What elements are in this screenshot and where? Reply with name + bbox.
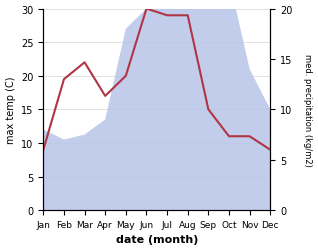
Y-axis label: med. precipitation (kg/m2): med. precipitation (kg/m2) [303, 54, 313, 166]
X-axis label: date (month): date (month) [116, 234, 198, 244]
Y-axis label: max temp (C): max temp (C) [5, 76, 16, 144]
